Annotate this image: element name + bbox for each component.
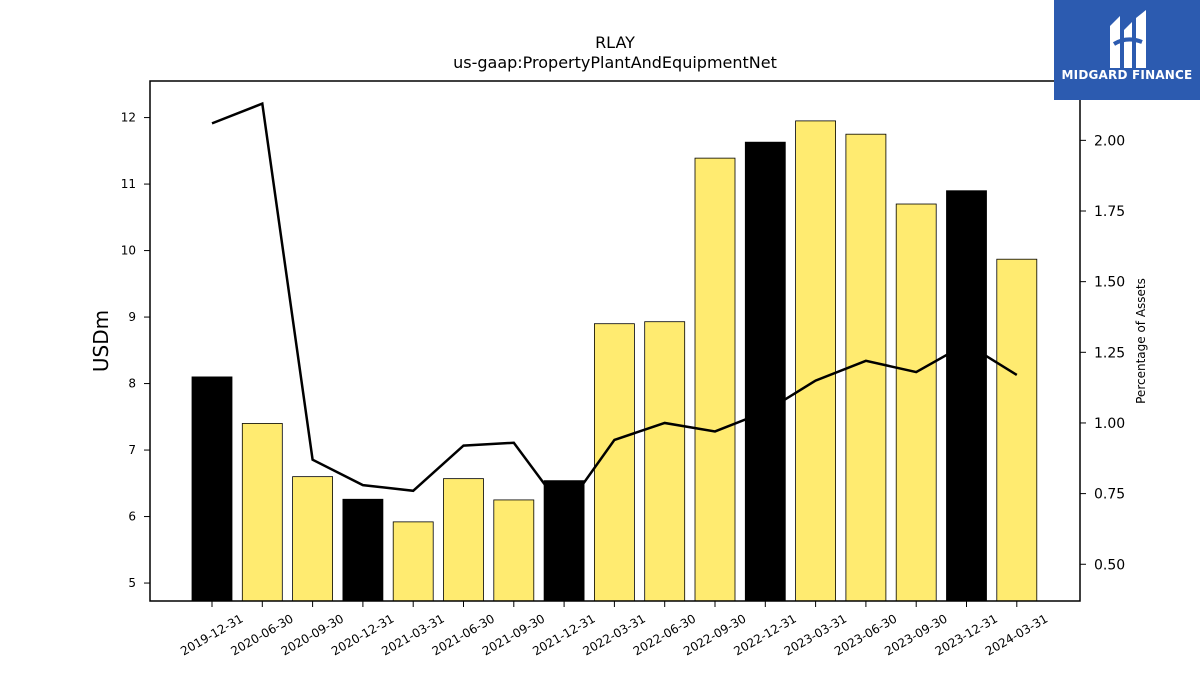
bar-2021-12-31 <box>543 480 585 602</box>
chart-subtitle: us-gaap:PropertyPlantAndEquipmentNet <box>453 53 777 72</box>
y-right-tick-label: 0.50 <box>1094 557 1125 573</box>
y-tick-label: 9 <box>128 310 136 324</box>
y-right-tick-label: 1.00 <box>1094 416 1125 432</box>
y-right-tick-label: 1.25 <box>1094 345 1125 361</box>
bar-2021-03-31 <box>392 521 434 602</box>
bar-2024-03-31 <box>996 258 1038 602</box>
y-axis-right: 0.50 0.75 1.00 1.25 1.50 1.75 2.00 <box>1080 133 1125 573</box>
y-axis-right-label: Percentage of Assets <box>1134 278 1148 404</box>
y-right-tick-label: 1.50 <box>1094 275 1125 291</box>
x-axis: 2019-12-312020-06-302020-09-302020-12-31… <box>178 601 1050 658</box>
y-tick-label: 10 <box>121 244 136 258</box>
bar-2022-12-31 <box>744 141 786 602</box>
y-tick-label: 5 <box>128 576 136 590</box>
chart-title: RLAY <box>595 33 635 52</box>
bar-2021-09-30 <box>493 499 535 602</box>
bar-2019-12-31 <box>191 376 233 602</box>
plot-frame <box>149 80 1081 602</box>
logo-mark-icon <box>1110 10 1146 68</box>
bar-2023-09-30 <box>895 203 937 602</box>
bar-2020-09-30 <box>292 476 334 602</box>
y-tick-label: 6 <box>128 510 136 524</box>
y-axis-left: 5 6 7 8 9 10 11 12 <box>121 111 150 590</box>
logo: MIDGARD FINANCE <box>1054 0 1200 100</box>
logo-text: MIDGARD FINANCE <box>1061 68 1193 82</box>
y-axis-label: USDm <box>89 310 113 372</box>
bar-2020-12-31 <box>342 498 384 602</box>
y-tick-label: 8 <box>128 377 136 391</box>
y-tick-label: 12 <box>121 111 136 125</box>
bar-2022-09-30 <box>694 157 736 602</box>
bar-2023-12-31 <box>946 190 987 602</box>
y-right-tick-label: 1.75 <box>1094 204 1125 220</box>
bar-2022-03-31 <box>594 323 635 602</box>
bar-2020-06-30 <box>241 423 283 602</box>
bar-2023-03-31 <box>795 120 836 602</box>
y-tick-label: 11 <box>121 177 136 191</box>
bar-2021-06-30 <box>443 478 484 602</box>
line-group <box>211 101 1018 513</box>
bar-2022-06-30 <box>644 321 686 602</box>
y-right-tick-label: 2.00 <box>1094 133 1125 149</box>
y-tick-label: 7 <box>128 443 136 457</box>
y-right-tick-label: 0.75 <box>1094 487 1125 503</box>
bar-2023-06-30 <box>845 133 887 602</box>
percentage-line <box>211 101 1018 513</box>
bars-group <box>191 120 1038 602</box>
